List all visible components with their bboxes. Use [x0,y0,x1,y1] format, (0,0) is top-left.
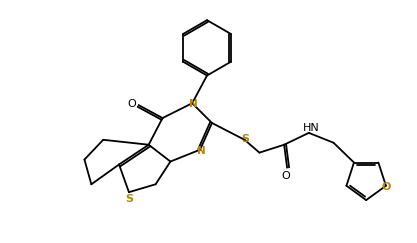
Text: HN: HN [302,123,319,133]
Text: O: O [381,182,391,192]
Text: N: N [197,146,206,156]
Text: S: S [241,134,249,144]
Text: N: N [189,99,198,109]
Text: O: O [128,99,136,109]
Text: S: S [125,194,133,204]
Text: O: O [282,171,291,181]
